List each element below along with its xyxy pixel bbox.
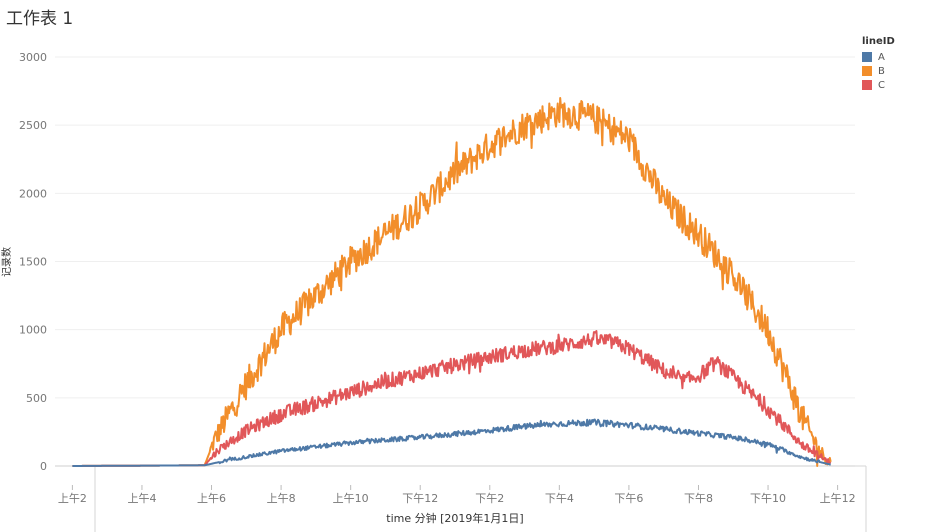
x-tick-label: 下午4 bbox=[545, 492, 574, 505]
y-tick-label: 1000 bbox=[19, 324, 47, 337]
legend-item-b[interactable]: B bbox=[862, 64, 895, 78]
x-tick-label: 上午10 bbox=[333, 492, 369, 505]
x-tick-label: 下午8 bbox=[684, 492, 713, 505]
legend-label: A bbox=[878, 51, 885, 63]
y-tick-label: 0 bbox=[40, 460, 47, 473]
series-layer bbox=[72, 97, 832, 467]
legend-label: B bbox=[878, 65, 885, 77]
x-tick-label: 下午12 bbox=[402, 492, 438, 505]
y-axis-ticks: 0 500 1000 1500 2000 2500 3000 bbox=[19, 51, 47, 473]
plot-frame bbox=[94, 465, 867, 532]
x-tick-label: 上午12 bbox=[820, 492, 856, 505]
legend-title: lineID bbox=[862, 36, 895, 47]
y-tick-label: 2500 bbox=[19, 119, 47, 132]
series-line-b bbox=[72, 97, 832, 467]
x-axis-ticks: 上午2 上午4 上午6 上午8 上午10 下午12 下午2 下午4 下午6 下午8 下午10 上午12 bbox=[58, 485, 856, 505]
x-tick-label: 上午2 bbox=[58, 492, 87, 505]
legend-label: C bbox=[878, 79, 885, 91]
series-line-a bbox=[72, 418, 831, 467]
legend-item-c[interactable]: C bbox=[862, 78, 895, 92]
y-tick-label: 2000 bbox=[19, 187, 47, 200]
x-tick-label: 下午2 bbox=[475, 492, 504, 505]
y-tick-label: 3000 bbox=[19, 51, 47, 64]
y-tick-label: 500 bbox=[26, 392, 47, 405]
legend-swatch bbox=[862, 52, 872, 62]
y-axis-title: 记录数 bbox=[0, 247, 13, 277]
x-tick-label: 上午4 bbox=[127, 492, 156, 505]
sheet-title: 工作表 1 bbox=[6, 9, 74, 29]
y-tick-label: 1500 bbox=[19, 256, 47, 269]
gridlines bbox=[55, 56, 855, 467]
legend-swatch bbox=[862, 80, 872, 90]
legend-item-a[interactable]: A bbox=[862, 50, 895, 64]
x-tick-label: 下午10 bbox=[750, 492, 786, 505]
x-tick-label: 下午6 bbox=[614, 492, 643, 505]
legend-swatch bbox=[862, 66, 872, 76]
x-tick-label: 上午6 bbox=[197, 492, 226, 505]
series-line-c bbox=[72, 330, 832, 467]
x-axis-title: time 分钟 [2019年1月1日] bbox=[386, 511, 523, 525]
x-tick-label: 上午8 bbox=[267, 492, 296, 505]
